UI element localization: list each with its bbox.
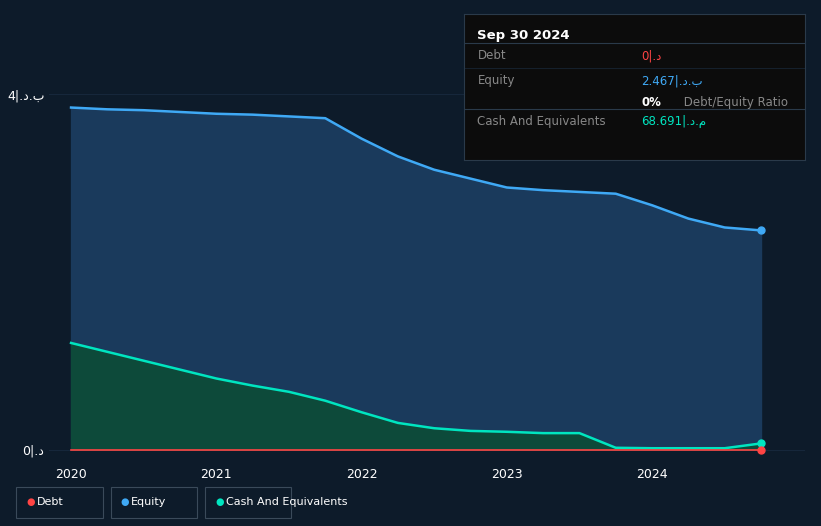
Text: Sep 30 2024: Sep 30 2024 — [478, 29, 570, 42]
Text: Cash And Equivalents: Cash And Equivalents — [478, 115, 606, 128]
Text: ●: ● — [26, 497, 34, 508]
Text: 2.467|.د.ب: 2.467|.د.ب — [641, 74, 703, 87]
Text: 0%: 0% — [641, 96, 661, 109]
Text: Debt: Debt — [478, 49, 506, 62]
Text: 0|.د: 0|.د — [641, 49, 662, 62]
Text: ●: ● — [215, 497, 223, 508]
Text: Equity: Equity — [131, 497, 167, 508]
Text: Debt: Debt — [37, 497, 64, 508]
Text: 68.691|.د.م: 68.691|.د.م — [641, 115, 706, 128]
Text: Cash And Equivalents: Cash And Equivalents — [226, 497, 347, 508]
Text: ●: ● — [121, 497, 129, 508]
Text: Debt/Equity Ratio: Debt/Equity Ratio — [681, 96, 788, 109]
Text: Equity: Equity — [478, 74, 515, 87]
